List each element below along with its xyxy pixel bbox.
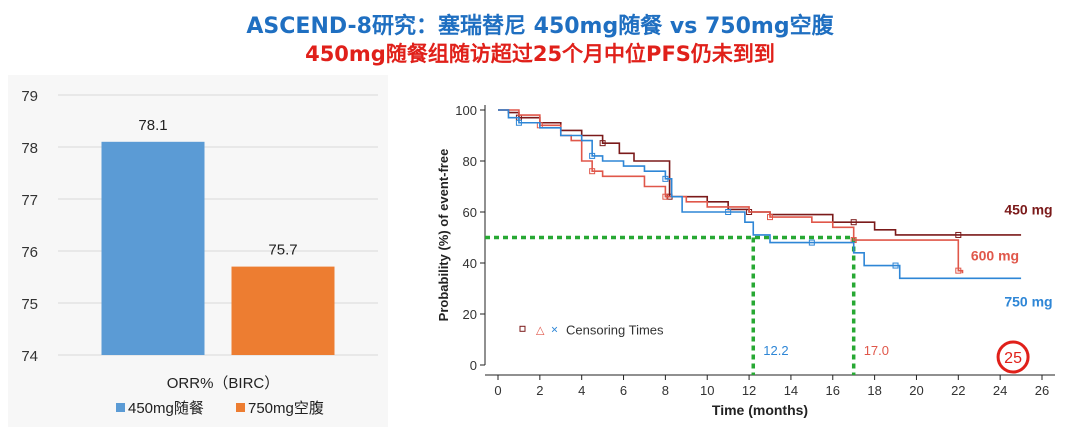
x-tick-label: 0: [494, 383, 501, 398]
x-tick-label: 26: [1035, 383, 1049, 398]
bar-1: [101, 141, 205, 355]
censor-mark: [808, 239, 815, 246]
median-circle-450mg: [996, 340, 1030, 374]
y-tick-label: 0: [470, 358, 477, 373]
censor-mark: [662, 175, 669, 182]
km-curve-2: [498, 109, 964, 274]
page-subtitle: 450mg随餐组随访超过25个月中位PFS仍未到到: [305, 42, 775, 66]
y-tick-label: 75: [21, 296, 38, 313]
x-tick-label: 10: [700, 383, 714, 398]
series-label-1: 450 mg: [1004, 202, 1052, 218]
y-tick-label: 80: [463, 154, 477, 169]
censor-mark: [589, 168, 596, 175]
bar-chart-panel: 74 75 76 77 78 79 78.1 75.7 ORR%（BIRC） 450mg随餐 750…: [8, 75, 388, 427]
series-label-3: 750 mg: [1004, 293, 1052, 309]
bar-2: [231, 266, 335, 355]
bar-chart: 74 75 76 77 78 79 78.1 75.7 ORR%（BIRC） 450mg随餐 750…: [21, 88, 378, 417]
x-tick-label: 8: [662, 383, 669, 398]
x-axis-label: ORR%（BIRC）: [167, 375, 280, 392]
x-tick-label: 22: [951, 383, 965, 398]
censor-mark: [662, 193, 669, 200]
censor-mark: [725, 209, 732, 215]
x-tick-label: 20: [909, 383, 923, 398]
y-tick-label: 74: [21, 348, 38, 365]
x-tick-label: 4: [578, 383, 585, 398]
y-axis-label: Probability (%) of event-free: [436, 149, 451, 322]
y-tick-label: 79: [21, 88, 38, 105]
x-tick-label: 6: [620, 383, 627, 398]
x-axis-label: Time (months): [712, 402, 808, 418]
y-tick-label: 100: [455, 103, 477, 118]
y-tick-label: 20: [463, 307, 477, 322]
legend-swatch-1: [116, 403, 125, 412]
km-curve-3: [498, 109, 1022, 280]
median-label-600mg: 17.0: [864, 343, 889, 358]
legend-label-1: 450mg随餐: [128, 400, 204, 417]
legend-label: Censoring Times: [566, 322, 664, 337]
legend-censor-marker-2: △: [536, 324, 545, 336]
median-label-750mg: 12.2: [763, 343, 788, 358]
y-tick-label: 60: [463, 205, 477, 220]
censor-mark: [515, 119, 522, 126]
y-tick-label: 40: [463, 256, 477, 271]
censor-mark: [892, 262, 899, 269]
x-tick-label: 18: [867, 383, 881, 398]
x-tick-label: 16: [826, 383, 840, 398]
censor-mark: [955, 267, 962, 274]
censor-mark: [589, 152, 596, 159]
y-tick-label: 77: [21, 192, 38, 209]
censor-mark: [955, 231, 962, 238]
y-tick-label: 76: [21, 244, 38, 261]
censor-mark: [850, 219, 857, 226]
median-label-450mg: 25: [1004, 350, 1022, 367]
bar-data-label: 78.1: [138, 117, 167, 134]
legend-swatch-2: [236, 403, 245, 412]
x-tick-label: 2: [536, 383, 543, 398]
y-tick-label: 78: [21, 140, 38, 157]
km-curve-1: [498, 109, 1022, 236]
censor-mark: [599, 140, 606, 147]
x-tick-label: 24: [993, 383, 1007, 398]
x-tick-label: 12: [742, 383, 756, 398]
bar-data-label: 75.7: [268, 242, 297, 259]
censor-mark: [767, 214, 773, 221]
page-title: ASCEND-8研究：塞瑞替尼 450mg随餐 vs 750mg空腹: [246, 14, 834, 39]
legend-censor-marker-3: ×: [551, 322, 558, 336]
series-label-2: 600 mg: [971, 247, 1019, 263]
x-tick-label: 14: [784, 383, 798, 398]
legend-label-2: 750mg空腹: [248, 400, 324, 417]
legend-censor-marker-1: [519, 325, 526, 332]
